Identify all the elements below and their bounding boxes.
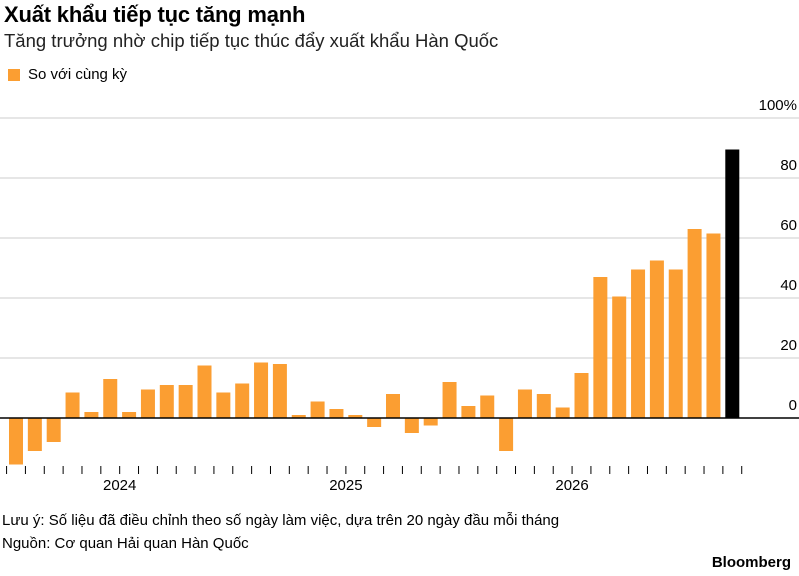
y-tick-label: 40 <box>780 277 797 294</box>
bar <box>272 364 287 418</box>
bar <box>9 418 23 465</box>
bar <box>517 389 532 418</box>
bar <box>574 373 589 418</box>
bar <box>140 389 155 418</box>
bar <box>216 392 231 418</box>
bar <box>668 269 683 418</box>
x-year-label: 2026 <box>555 477 588 494</box>
y-tick-label: 0 <box>789 397 797 414</box>
bar <box>84 412 99 418</box>
bar <box>329 409 344 418</box>
bar-highlight <box>725 149 740 418</box>
source-note: Nguồn: Cơ quan Hải quan Hàn Quốc <box>2 535 249 552</box>
y-tick-label: 60 <box>780 217 797 234</box>
bar-layer <box>9 149 740 465</box>
y-tick-label: 100% <box>759 97 797 114</box>
y-tick-label: 80 <box>780 157 797 174</box>
bar <box>27 418 42 451</box>
bar <box>631 269 646 418</box>
bar <box>235 383 250 418</box>
legend-label: So với cùng kỳ <box>28 66 128 83</box>
footnote: Lưu ý: Số liệu đã điều chỉnh theo số ngà… <box>2 512 560 529</box>
bar <box>386 394 400 418</box>
bar <box>536 394 551 418</box>
x-year-label: 2025 <box>329 477 362 494</box>
bar <box>46 418 61 442</box>
chart-subtitle: Tăng trưởng nhờ chip tiếp tục thúc đẩy x… <box>4 30 499 51</box>
bar <box>197 365 212 418</box>
bar <box>649 260 664 418</box>
bar <box>291 415 306 418</box>
bar <box>404 418 419 433</box>
bar <box>612 296 627 418</box>
legend: So với cùng kỳ <box>4 66 127 83</box>
bar <box>706 233 721 418</box>
bar <box>593 277 608 418</box>
legend-swatch <box>8 68 20 81</box>
bar <box>367 418 382 427</box>
bar <box>499 418 514 451</box>
y-tick-label: 20 <box>780 337 797 354</box>
bar <box>461 406 476 418</box>
chart-title: Xuất khẩu tiếp tục tăng mạnh <box>4 2 306 27</box>
bar <box>159 385 174 418</box>
bar <box>254 362 269 418</box>
bloomberg-logo: Bloomberg <box>711 554 791 571</box>
bar <box>555 407 570 418</box>
bar <box>442 382 457 418</box>
bar <box>122 412 137 418</box>
bar <box>103 379 118 418</box>
bar <box>687 229 702 418</box>
bar <box>348 415 363 418</box>
bar <box>178 385 193 418</box>
label-layer: 100% 80 60 40 20 0 2024 2025 2026 <box>103 97 797 494</box>
bar <box>65 392 80 418</box>
x-year-label: 2024 <box>103 477 136 494</box>
grid-layer <box>0 117 799 359</box>
axis-layer <box>0 417 799 474</box>
bar <box>310 401 325 418</box>
bar <box>423 418 438 426</box>
bar <box>480 395 495 418</box>
